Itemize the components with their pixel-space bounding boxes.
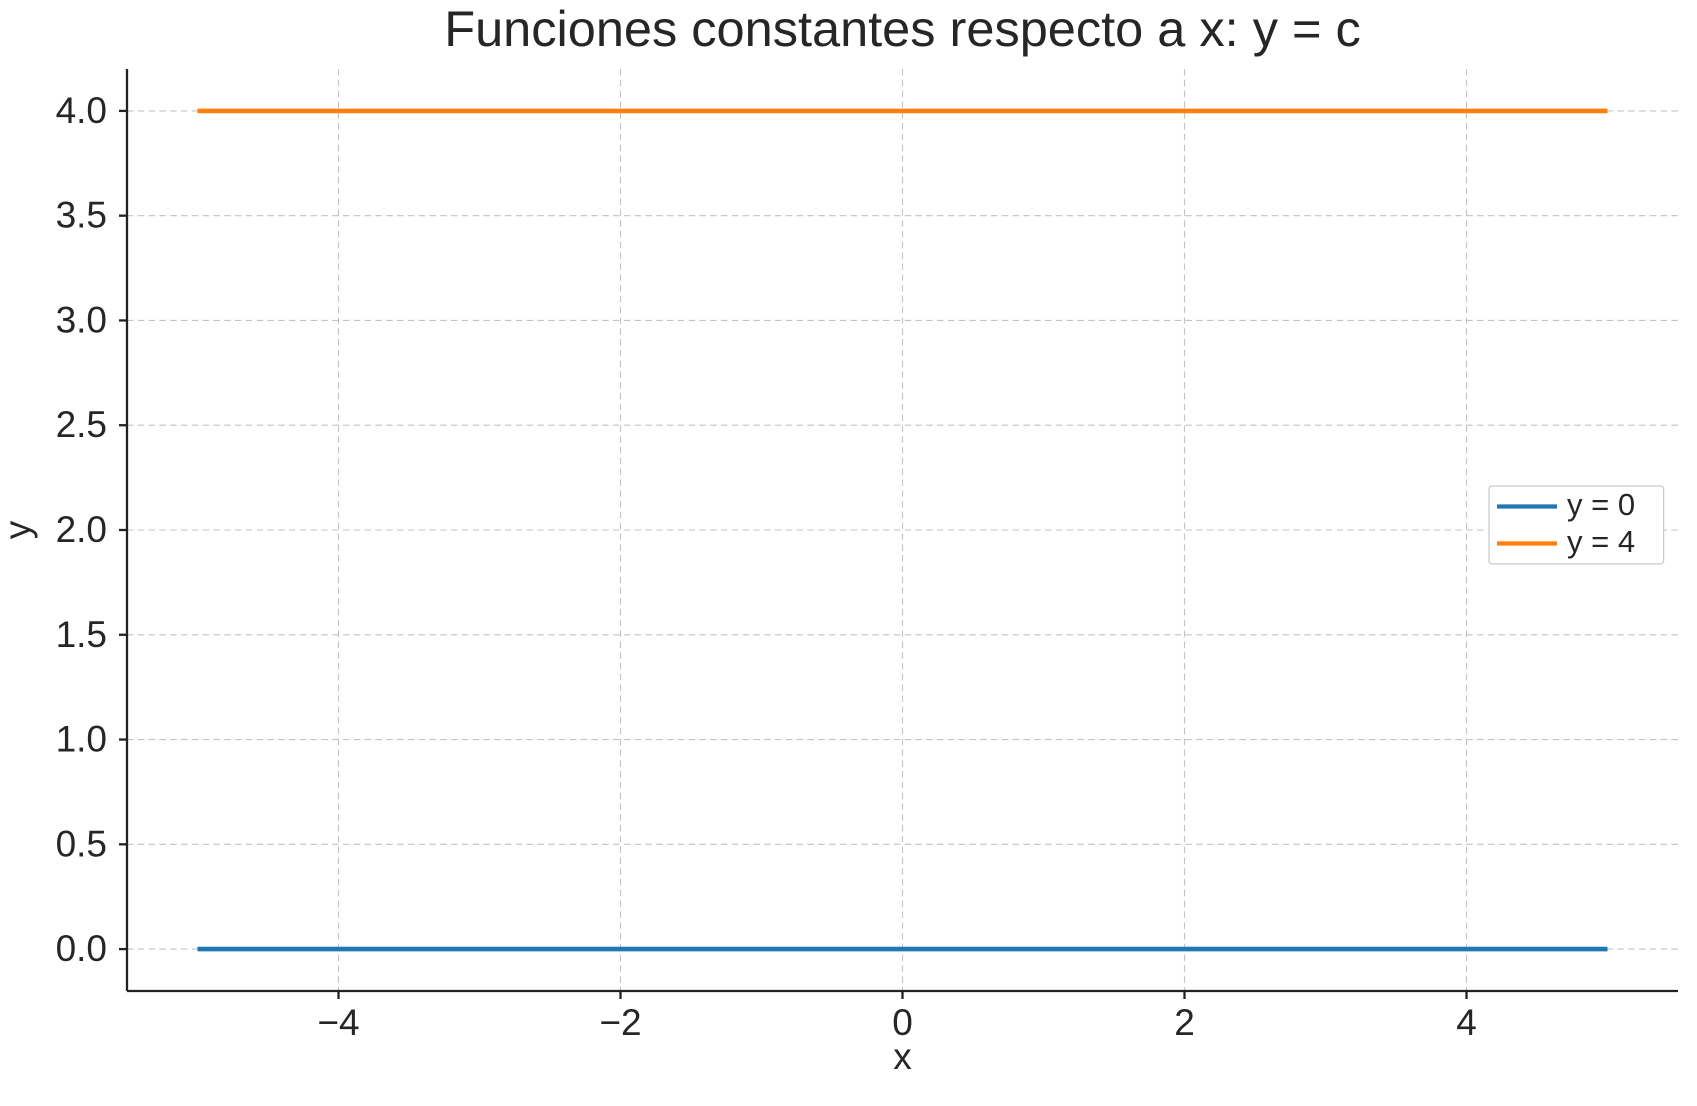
svg-text:0.5: 0.5	[56, 823, 107, 864]
svg-text:2.5: 2.5	[56, 404, 107, 445]
svg-text:y = 4: y = 4	[1567, 524, 1635, 559]
svg-text:0.0: 0.0	[56, 928, 107, 969]
svg-text:4.0: 4.0	[56, 90, 107, 131]
svg-text:3.5: 3.5	[56, 195, 107, 236]
svg-text:y: y	[0, 520, 38, 539]
svg-text:1.5: 1.5	[56, 614, 107, 655]
svg-text:3.0: 3.0	[56, 299, 107, 340]
svg-text:x: x	[893, 1036, 912, 1077]
svg-text:1.0: 1.0	[56, 719, 107, 760]
svg-text:−2: −2	[599, 1002, 641, 1043]
svg-text:−4: −4	[317, 1002, 359, 1043]
svg-text:Funciones constantes respecto: Funciones constantes respecto a x: y = c	[444, 0, 1361, 57]
svg-text:2: 2	[1174, 1002, 1195, 1043]
svg-text:4: 4	[1456, 1002, 1477, 1043]
svg-text:y = 0: y = 0	[1567, 487, 1635, 522]
svg-text:2.0: 2.0	[56, 509, 107, 550]
